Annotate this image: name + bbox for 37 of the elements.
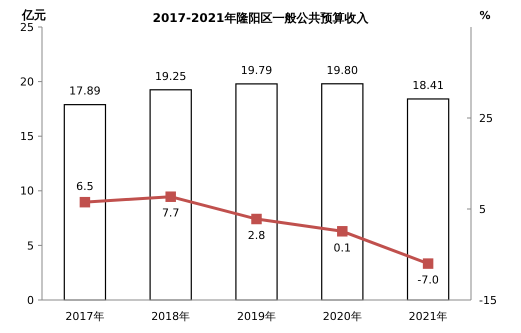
point <box>165 191 176 202</box>
y-tick-label: 5 <box>27 239 34 252</box>
y-tick-label: 0 <box>27 294 34 307</box>
data-label: 0.1 <box>334 241 352 254</box>
bar <box>235 83 278 301</box>
chart-title: 2017-2021年隆阳区一般公共预算收入 <box>152 11 370 25</box>
x-tick-label: 2019年 <box>237 310 276 323</box>
x-tick-label: 2017年 <box>65 310 104 323</box>
data-label: 18.41 <box>412 78 444 92</box>
bar <box>321 83 364 301</box>
x-tick-label: 2021年 <box>408 310 448 323</box>
data-label: 19.25 <box>154 70 186 83</box>
data-label: 19.80 <box>326 64 358 77</box>
y-tick-label: 20 <box>20 75 34 88</box>
y-tick-label: 15 <box>20 130 34 144</box>
y2-tick-label: 5 <box>479 202 486 216</box>
y2-axis-title: % <box>479 9 491 22</box>
y-axis-title: 亿元 <box>21 8 46 22</box>
y2-tick-label: -15 <box>479 294 497 307</box>
data-label: 2.8 <box>248 229 266 242</box>
data-label: 6.5 <box>76 180 94 194</box>
y-tick-label: 25 <box>20 20 34 34</box>
point <box>337 226 348 237</box>
y-tick-label: 10 <box>20 184 34 198</box>
data-label: -7.0 <box>417 274 439 287</box>
bar <box>64 104 106 301</box>
data-label: 19.79 <box>240 64 272 77</box>
point <box>251 214 262 224</box>
point <box>80 196 90 208</box>
x-tick-label: 2018年 <box>151 310 190 323</box>
x-tick-label: 2020年 <box>322 310 362 323</box>
data-label: 17.89 <box>69 84 101 98</box>
point <box>422 258 434 269</box>
y2-tick-label: 25 <box>479 112 493 125</box>
bar <box>150 89 192 301</box>
data-label: 7.7 <box>162 206 180 220</box>
bar <box>406 98 450 301</box>
